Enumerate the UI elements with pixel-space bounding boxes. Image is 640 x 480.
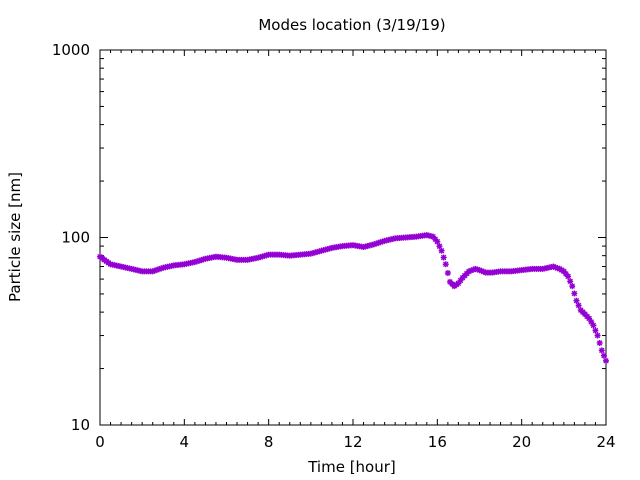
marker-stroke	[563, 271, 569, 277]
y-axis: 10 100 1000	[52, 41, 606, 434]
chart-title: Modes location (3/19/19)	[258, 16, 445, 34]
marker-stroke	[443, 261, 449, 267]
data-point	[598, 347, 605, 354]
x-tick-label: 20	[512, 433, 531, 451]
x-tick-label: 24	[596, 433, 615, 451]
data-point	[567, 278, 574, 285]
data-point	[571, 290, 578, 297]
data-point	[594, 332, 601, 339]
y-tick-label: 100	[61, 229, 90, 247]
marker-stroke	[432, 236, 438, 242]
data-point	[592, 327, 599, 334]
y-axis-label: Particle size [nm]	[6, 172, 24, 302]
marker-stroke	[603, 358, 609, 364]
marker-stroke	[590, 322, 597, 329]
x-tick-label: 0	[95, 433, 105, 451]
data-point	[596, 339, 603, 346]
y-tick-label: 1000	[52, 41, 90, 59]
data-point	[575, 302, 582, 309]
marker-stroke	[430, 233, 436, 240]
marker-stroke	[571, 290, 578, 297]
data-point	[442, 261, 449, 268]
marker-stroke	[599, 347, 605, 354]
data-point	[438, 247, 445, 254]
data-point	[444, 270, 451, 277]
data-series	[97, 232, 609, 364]
data-point	[440, 254, 447, 261]
data-point	[600, 352, 607, 359]
data-point	[569, 283, 576, 290]
x-axis: 0 4 8 12 16 20 24	[95, 50, 616, 451]
marker-stroke	[567, 278, 573, 285]
marker-stroke	[445, 270, 451, 276]
y-tick-label: 10	[71, 416, 90, 434]
data-point	[565, 273, 572, 280]
data-point	[590, 322, 597, 329]
marker-stroke	[575, 302, 582, 309]
marker-stroke	[565, 273, 571, 280]
marker-stroke	[586, 315, 592, 322]
plot-frame	[99, 49, 607, 426]
marker-stroke	[596, 340, 603, 346]
data-point	[436, 243, 443, 250]
x-tick-label: 4	[180, 433, 190, 451]
marker-stroke	[601, 352, 607, 359]
marker-stroke	[434, 238, 441, 245]
marker-stroke	[561, 268, 567, 275]
marker-stroke	[594, 332, 601, 339]
x-tick-label: 16	[428, 433, 447, 451]
marker-stroke	[440, 254, 447, 261]
x-tick-label: 8	[264, 433, 274, 451]
x-axis-label: Time [hour]	[307, 458, 396, 476]
data-point	[603, 357, 609, 364]
marker-stroke	[569, 283, 576, 289]
data-point	[434, 238, 441, 245]
marker-stroke	[436, 243, 443, 249]
marker-stroke	[592, 327, 599, 334]
marker-stroke	[573, 297, 580, 304]
marker-stroke	[438, 247, 445, 254]
x-tick-label: 12	[343, 433, 362, 451]
marker-stroke	[588, 319, 594, 325]
data-point	[573, 297, 580, 304]
